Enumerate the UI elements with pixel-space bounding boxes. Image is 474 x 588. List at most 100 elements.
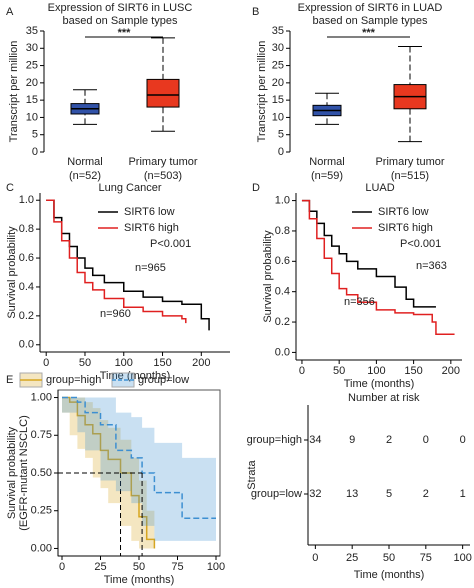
risk-count: 2 bbox=[423, 488, 429, 500]
x-tick-label: 0 bbox=[312, 552, 318, 564]
significance: *** bbox=[362, 27, 376, 39]
survival-curve bbox=[301, 199, 455, 335]
x-tick-label: 75 bbox=[420, 552, 432, 564]
survival-curve bbox=[62, 396, 156, 549]
risk-count: 0 bbox=[423, 434, 429, 446]
significance: *** bbox=[118, 27, 132, 39]
x-axis-label: Time (months) bbox=[104, 574, 175, 586]
legend-label: SIRT6 low bbox=[124, 206, 175, 218]
y-tick-label: 0.6 bbox=[19, 252, 34, 264]
x-tick-label: 50 bbox=[333, 365, 345, 377]
y-tick-label: 1.0 bbox=[275, 194, 290, 206]
x-tick-label: 0 bbox=[43, 357, 49, 369]
category-count: (n=59) bbox=[311, 170, 343, 182]
y-tick-label: 0.4 bbox=[275, 286, 290, 298]
risk-count: 2 bbox=[386, 434, 392, 446]
y-tick-label: 0.2 bbox=[19, 310, 34, 322]
y-tick-label: 20 bbox=[272, 77, 284, 89]
risk-count: 0 bbox=[460, 434, 466, 446]
y-axis-label: Transcript per million bbox=[8, 41, 20, 143]
confidence-band bbox=[62, 397, 216, 541]
risk-count: 13 bbox=[346, 488, 358, 500]
x-tick-label: 100 bbox=[115, 357, 133, 369]
y-axis-label: Survival probability bbox=[6, 226, 18, 319]
category-count: (n=503) bbox=[144, 170, 182, 182]
risk-count: 9 bbox=[349, 434, 355, 446]
y-tick-label: 5 bbox=[32, 129, 38, 141]
category-count: (n=52) bbox=[69, 170, 101, 182]
x-tick-label: 100 bbox=[207, 561, 225, 573]
survival-curve bbox=[46, 199, 187, 324]
y-tick-label: 0.0 bbox=[19, 339, 34, 351]
risk-count: 5 bbox=[386, 488, 392, 500]
n-label: n=960 bbox=[100, 308, 131, 320]
legend-label: SIRT6 high bbox=[378, 222, 433, 234]
survival-curve bbox=[46, 199, 210, 331]
y-tick-label: 10 bbox=[26, 111, 38, 123]
x-tick-label: 100 bbox=[367, 365, 385, 377]
x-axis-label: Time (months) bbox=[354, 569, 425, 581]
x-tick-label: 0 bbox=[299, 365, 305, 377]
y-tick-label: 0.0 bbox=[275, 346, 290, 358]
x-tick-label: 0 bbox=[59, 561, 65, 573]
x-tick-label: 150 bbox=[153, 357, 171, 369]
y-axis-label: Transcript per million bbox=[256, 41, 268, 143]
y-tick-label: 0.75 bbox=[31, 429, 52, 441]
y-axis-label: (EGFR-mutant NSCLC) bbox=[18, 415, 30, 531]
chart-title: LUAD bbox=[365, 182, 394, 194]
x-tick-label: Primary tumor bbox=[375, 156, 444, 168]
y-tick-label: 0 bbox=[32, 146, 38, 158]
risk-count: 1 bbox=[460, 488, 466, 500]
legend-label: SIRT6 low bbox=[378, 206, 429, 218]
x-tick-label: 150 bbox=[404, 365, 422, 377]
chart-title: Expression of SIRT6 in LUAD bbox=[298, 2, 443, 14]
y-tick-label: 0.00 bbox=[31, 542, 52, 554]
box bbox=[146, 78, 180, 108]
panel-letter: E bbox=[6, 374, 13, 386]
x-tick-label: 50 bbox=[383, 552, 395, 564]
n-label: n=356 bbox=[344, 296, 375, 308]
x-tick-label: 75 bbox=[171, 561, 183, 573]
n-label: n=363 bbox=[416, 260, 447, 272]
y-axis-label: Survival probability bbox=[6, 426, 18, 519]
survival-curve bbox=[62, 396, 216, 520]
n-label: n=965 bbox=[135, 262, 166, 274]
panel-letter: A bbox=[6, 6, 14, 18]
chart-title: Expression of SIRT6 in LUSC bbox=[48, 2, 193, 14]
p-value: P<0.001 bbox=[150, 238, 191, 250]
panel-letter: D bbox=[252, 182, 260, 194]
y-tick-label: 1.0 bbox=[19, 194, 34, 206]
x-tick-label: Primary tumor bbox=[128, 156, 197, 168]
x-tick-label: Normal bbox=[309, 156, 344, 168]
panel-letter: C bbox=[6, 182, 14, 194]
y-tick-label: 15 bbox=[272, 94, 284, 106]
y-axis-label: Survival probability bbox=[262, 230, 274, 323]
chart-title: Lung Cancer bbox=[99, 182, 162, 194]
x-tick-label: Normal bbox=[67, 156, 102, 168]
row-label: group=low bbox=[251, 488, 302, 500]
y-tick-label: 30 bbox=[26, 42, 38, 54]
y-tick-label: 0.50 bbox=[31, 467, 52, 479]
y-tick-label: 0.8 bbox=[275, 225, 290, 237]
y-tick-label: 20 bbox=[26, 77, 38, 89]
chart-title: based on Sample types bbox=[63, 15, 178, 27]
legend-label: SIRT6 high bbox=[124, 222, 179, 234]
x-tick-label: 25 bbox=[94, 561, 106, 573]
x-tick-label: 50 bbox=[79, 357, 91, 369]
table-title: Number at risk bbox=[348, 392, 420, 404]
y-tick-label: 10 bbox=[272, 111, 284, 123]
risk-count: 32 bbox=[309, 488, 321, 500]
panel-letter: B bbox=[252, 6, 259, 18]
category-count: (n=515) bbox=[391, 170, 429, 182]
y-tick-label: 30 bbox=[272, 42, 284, 54]
legend-label: group=low bbox=[138, 374, 189, 386]
y-tick-label: 0.4 bbox=[19, 281, 34, 293]
y-tick-label: 35 bbox=[26, 25, 38, 37]
x-tick-label: 200 bbox=[192, 357, 210, 369]
x-tick-label: 50 bbox=[133, 561, 145, 573]
x-tick-label: 100 bbox=[453, 552, 471, 564]
y-tick-label: 25 bbox=[272, 59, 284, 71]
y-tick-label: 25 bbox=[26, 59, 38, 71]
y-tick-label: 0 bbox=[278, 146, 284, 158]
y-tick-label: 5 bbox=[278, 129, 284, 141]
